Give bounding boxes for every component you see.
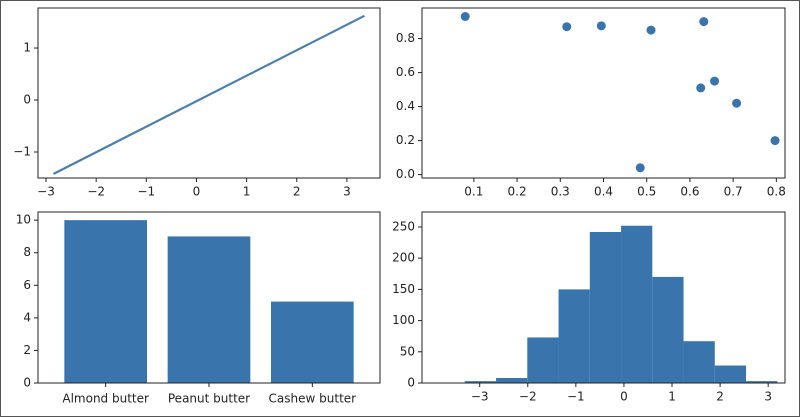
- axes-frame: [37, 7, 381, 179]
- y-tick-label: 50: [400, 344, 415, 358]
- x-tick-label: −2: [519, 390, 537, 404]
- x-tick-label: 1: [243, 185, 251, 199]
- y-tick-label: 1: [23, 41, 31, 55]
- y-tick-label: 0.2: [396, 133, 415, 147]
- x-tick-label: 0: [620, 390, 628, 404]
- point: [646, 25, 656, 35]
- x-tick-label: 0.7: [724, 185, 743, 199]
- histogram-bar: [464, 381, 497, 383]
- bar: [64, 220, 147, 383]
- y-tick-label: 150: [392, 282, 415, 296]
- histogram-bar: [558, 289, 590, 383]
- x-tick-label: −2: [87, 185, 105, 199]
- histogram-bar: [746, 381, 778, 383]
- y-tick-label: 250: [392, 219, 415, 233]
- point: [562, 22, 572, 32]
- x-tick-label: 0.4: [594, 185, 613, 199]
- y-tick-label: 0.6: [396, 65, 415, 79]
- axes-frame: [37, 211, 381, 384]
- line: [53, 14, 365, 175]
- x-tick-label: 0.5: [637, 185, 656, 199]
- y-tick-label: 10: [16, 213, 31, 227]
- x-tick-label: 0.2: [508, 185, 527, 199]
- histogram-bar: [589, 231, 622, 383]
- histogram-bar: [496, 378, 528, 383]
- y-tick-label: 0: [23, 93, 31, 107]
- point: [732, 98, 742, 108]
- histogram-bar: [652, 276, 684, 383]
- y-tick-label: −1: [13, 145, 31, 159]
- point: [635, 163, 645, 173]
- point: [770, 136, 780, 146]
- point: [696, 83, 706, 93]
- x-tick-label: Cashew butter: [269, 392, 357, 406]
- point: [699, 17, 709, 27]
- y-tick-label: 100: [392, 313, 415, 327]
- histogram-bar: [714, 365, 747, 383]
- y-tick-label: 0: [407, 376, 415, 390]
- x-tick-label: −3: [37, 185, 55, 199]
- y-tick-label: 0.0: [396, 167, 415, 181]
- point: [460, 12, 470, 21]
- histogram-bar: [527, 337, 559, 383]
- x-tick-label: −1: [137, 185, 155, 199]
- y-tick-label: 200: [392, 251, 415, 265]
- bar: [271, 301, 354, 383]
- x-tick-label: 3: [343, 185, 351, 199]
- x-tick-label: Peanut butter: [168, 392, 250, 406]
- y-tick-label: 8: [23, 245, 31, 259]
- histogram-bar: [621, 225, 653, 383]
- y-tick-label: 0.8: [396, 31, 415, 45]
- x-tick-label: 0.1: [464, 185, 483, 199]
- bar: [167, 236, 251, 383]
- y-tick-label: 2: [23, 343, 31, 357]
- x-tick-label: 1: [668, 390, 676, 404]
- x-tick-label: Almond butter: [62, 392, 149, 406]
- axes-frame: [421, 7, 786, 179]
- x-tick-label: −3: [471, 390, 489, 404]
- y-tick-label: 0: [23, 376, 31, 390]
- y-tick-label: 4: [23, 310, 31, 324]
- x-tick-label: 0.3: [551, 185, 570, 199]
- x-tick-label: 0: [193, 185, 201, 199]
- point: [710, 76, 720, 86]
- x-tick-label: 2: [716, 390, 724, 404]
- x-tick-label: 0.6: [680, 185, 699, 199]
- x-tick-label: 0.8: [767, 185, 786, 199]
- y-tick-label: 0.4: [396, 99, 415, 113]
- x-tick-label: 2: [293, 185, 301, 199]
- x-tick-label: −1: [567, 390, 585, 404]
- histogram-bar: [683, 341, 715, 383]
- y-tick-label: 6: [23, 278, 31, 292]
- x-tick-label: 3: [764, 390, 772, 404]
- axes-frame: [421, 211, 786, 384]
- point: [596, 21, 606, 31]
